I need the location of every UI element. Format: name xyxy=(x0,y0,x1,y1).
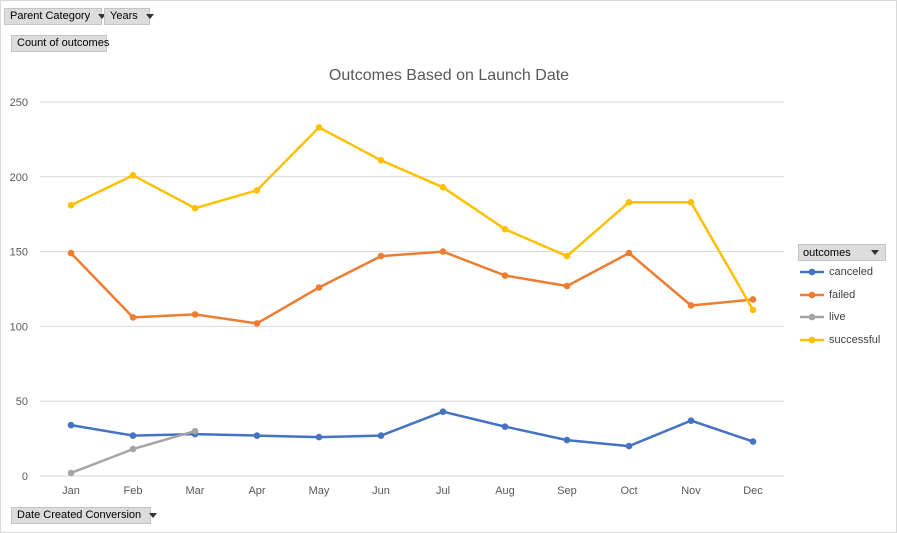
data-point-canceled xyxy=(315,433,323,441)
y-tick-label: 250 xyxy=(10,97,28,109)
data-point-failed xyxy=(315,284,323,291)
data-point-successful xyxy=(439,183,447,191)
dropdown-arrow-icon xyxy=(98,14,107,19)
data-point-failed xyxy=(439,248,447,255)
data-point-successful xyxy=(129,172,137,179)
data-point-successful xyxy=(501,225,509,233)
data-point-failed xyxy=(377,252,385,260)
series-line-failed xyxy=(70,250,754,325)
data-point-canceled xyxy=(67,421,75,429)
data-point-failed xyxy=(67,249,75,257)
legend-label: successful xyxy=(829,333,881,346)
data-point-live xyxy=(191,427,199,435)
data-point-canceled xyxy=(687,417,695,424)
x-tick-label: Jun xyxy=(372,485,390,497)
data-point-failed xyxy=(501,272,509,279)
data-point-successful xyxy=(749,306,757,314)
data-point-canceled xyxy=(253,432,261,439)
legend-item-live: live xyxy=(798,306,886,329)
x-tick-label: Aug xyxy=(495,485,515,497)
years-label: Years xyxy=(110,10,138,22)
data-point-failed xyxy=(191,311,199,318)
x-tick-label: Oct xyxy=(620,485,637,497)
data-point-failed xyxy=(625,249,633,257)
legend-title: outcomes xyxy=(803,246,851,259)
axis-field-label: Date Created Conversion xyxy=(17,509,142,521)
years-filter-button[interactable]: Years xyxy=(104,8,154,25)
data-point-successful xyxy=(253,186,261,194)
data-point-live xyxy=(129,445,137,453)
x-tick-label: May xyxy=(309,485,330,497)
legend-marker xyxy=(800,336,824,344)
data-point-successful xyxy=(563,252,571,260)
parent-category-filter-button[interactable]: Parent Category xyxy=(4,8,107,25)
x-tick-label: Feb xyxy=(124,485,143,497)
y-tick-label: 200 xyxy=(10,172,28,184)
legend: outcomes canceled failed live successful xyxy=(798,244,886,351)
data-point-canceled xyxy=(501,423,509,430)
data-point-canceled xyxy=(129,432,137,439)
x-tick-label: Apr xyxy=(248,485,265,497)
data-point-canceled xyxy=(377,432,385,439)
x-tick-label: Dec xyxy=(743,485,763,497)
data-point-canceled xyxy=(563,436,571,444)
data-point-canceled xyxy=(749,438,757,445)
series-line-successful xyxy=(70,126,755,311)
legend-label: failed xyxy=(829,288,856,301)
legend-item-successful: successful xyxy=(798,329,886,352)
x-tick-label: Sep xyxy=(557,485,577,497)
data-point-failed xyxy=(563,282,571,290)
data-point-canceled xyxy=(439,408,447,415)
legend-item-canceled: canceled xyxy=(798,261,886,284)
x-tick-label: Mar xyxy=(186,485,205,497)
data-point-successful xyxy=(377,157,385,164)
dropdown-arrow-icon xyxy=(145,14,154,19)
data-point-failed xyxy=(687,302,695,309)
legend-label: canceled xyxy=(829,266,874,279)
x-tick-label: Nov xyxy=(681,485,701,497)
y-tick-label: 0 xyxy=(22,471,28,483)
x-tick-label: Jul xyxy=(436,485,450,497)
data-point-live xyxy=(67,469,75,477)
legend-marker xyxy=(800,291,824,299)
data-point-successful xyxy=(67,201,75,209)
legend-marker xyxy=(800,268,824,276)
values-field-label: Count of outcomes xyxy=(17,37,110,49)
dropdown-arrow-icon xyxy=(871,250,879,255)
legend-marker xyxy=(800,313,824,321)
data-point-successful xyxy=(625,198,633,206)
data-point-successful xyxy=(191,204,199,212)
data-point-successful xyxy=(687,198,695,206)
legend-label: live xyxy=(829,311,846,324)
axis-field-button[interactable]: Date Created Conversion xyxy=(11,507,158,524)
x-tick-label: Jan xyxy=(62,485,80,497)
y-tick-label: 50 xyxy=(16,396,28,408)
data-point-failed xyxy=(129,314,137,321)
data-point-failed xyxy=(253,320,261,327)
chart-title: Outcomes Based on Launch Date xyxy=(329,67,569,84)
data-point-failed xyxy=(749,296,757,303)
legend-filter-button[interactable]: outcomes xyxy=(798,244,886,261)
series-line-canceled xyxy=(70,410,754,448)
data-point-canceled xyxy=(625,442,633,450)
y-tick-label: 150 xyxy=(10,247,28,259)
y-tick-label: 100 xyxy=(10,321,28,333)
parent-category-label: Parent Category xyxy=(10,10,91,22)
dropdown-arrow-icon xyxy=(149,513,158,518)
values-field-button[interactable]: Count of outcomes xyxy=(11,35,110,52)
data-point-successful xyxy=(315,124,323,131)
legend-item-failed: failed xyxy=(798,284,886,307)
